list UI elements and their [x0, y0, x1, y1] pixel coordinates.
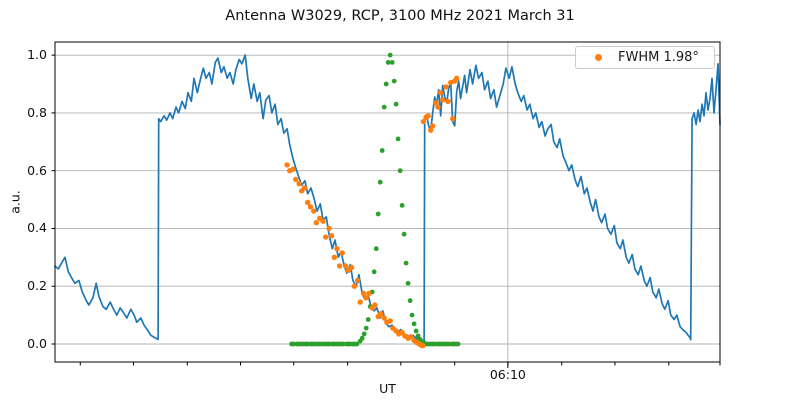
FWHM 1.98°-point	[351, 283, 357, 289]
FWHM 1.98°-point	[348, 264, 355, 271]
y-axis-label: a.u.	[7, 190, 23, 214]
FWHM 1.98°-point	[366, 290, 372, 297]
FWHM 1.98°-point	[454, 75, 460, 82]
FWHM 1.98°-point	[307, 204, 314, 210]
green-scatter-point	[373, 246, 379, 252]
FWHM 1.98°-point	[430, 123, 436, 129]
FWHM 1.98°-point	[339, 250, 345, 256]
green-scatter-point	[393, 101, 399, 107]
FWHM 1.98°-point	[290, 166, 296, 172]
green-scatter-point	[399, 203, 405, 208]
FWHM 1.98°-point	[357, 299, 363, 305]
FWHM 1.98°-point	[428, 127, 434, 133]
axes-box	[54, 41, 721, 363]
y-tick-label: 0.6	[27, 162, 47, 178]
FWHM 1.98°-point	[438, 90, 444, 96]
y-tick-label: 0.2	[27, 278, 47, 294]
FWHM 1.98°-point	[326, 225, 332, 232]
green-scatter-point	[379, 148, 385, 153]
green-scatter-point	[340, 341, 346, 347]
FWHM 1.98°-point	[420, 343, 426, 349]
FWHM 1.98°-point	[378, 311, 384, 317]
green-scatter-point	[383, 81, 389, 87]
FWHM 1.98°-point	[387, 318, 393, 324]
FWHM 1.98°-point	[425, 113, 431, 119]
green-scatter-point	[326, 341, 332, 347]
FWHM 1.98°-point	[334, 246, 340, 252]
green-scatter-point	[405, 280, 411, 286]
green-scatter-point	[391, 78, 397, 84]
FWHM 1.98°-point	[440, 97, 446, 103]
FWHM 1.98°-point	[435, 104, 441, 110]
FWHM 1.98°-point	[443, 84, 449, 90]
legend-label: FWHM 1.98°	[618, 50, 699, 65]
green-scatter-point	[365, 317, 371, 322]
green-scatter-point	[291, 341, 297, 347]
FWHM 1.98°-point	[320, 218, 326, 224]
x-tick-label: 06:10	[489, 367, 526, 382]
green-scatter-point	[387, 52, 393, 58]
y-tick-label: 0.8	[27, 104, 47, 120]
green-scatter-point	[401, 231, 407, 237]
FWHM 1.98°-point	[301, 185, 308, 191]
FWHM 1.98°-point	[363, 295, 369, 301]
green-scatter-point	[354, 341, 360, 347]
green-scatter-point	[375, 211, 381, 217]
chart-title: Antenna W3029, RCP, 3100 MHz 2021 March …	[225, 8, 575, 24]
y-tick-label: 0.4	[27, 220, 47, 236]
green-scatter-point	[389, 60, 395, 65]
FWHM 1.98°-point	[305, 199, 311, 206]
FWHM 1.98°-point	[420, 118, 427, 125]
FWHM 1.98°-point	[360, 290, 367, 297]
green-scatter-point	[361, 331, 367, 337]
green-scatter-point	[377, 179, 383, 185]
FWHM 1.98°-point	[354, 277, 361, 284]
green-scatter-point	[446, 341, 452, 347]
green-scatter-point	[432, 341, 438, 347]
green-scatter-point	[397, 168, 403, 174]
FWHM 1.98°-point	[284, 162, 290, 168]
green-scatter-point	[363, 325, 369, 331]
green-scatter-point	[403, 260, 409, 266]
green-scatter-point	[455, 341, 461, 347]
green-scatter-point	[385, 60, 391, 65]
FWHM 1.98°-point	[408, 334, 414, 340]
x-axis-label: UT	[379, 381, 396, 396]
green-scatter-point	[371, 269, 377, 275]
FWHM 1.98°-point	[328, 233, 335, 239]
green-scatter-point	[305, 341, 311, 347]
FWHM 1.98°-point	[311, 208, 317, 214]
FWHM 1.98°-point	[381, 315, 387, 321]
FWHM 1.98°-point	[331, 254, 337, 260]
blue-signal-line	[54, 54, 721, 342]
FWHM 1.98°-point	[293, 176, 299, 183]
FWHM 1.98°-point	[445, 98, 451, 105]
FWHM 1.98°-point	[313, 220, 319, 226]
FWHM 1.98°-point	[372, 302, 378, 308]
FWHM 1.98°-point	[433, 100, 439, 106]
legend: FWHM 1.98°	[575, 46, 715, 69]
FWHM 1.98°-point	[450, 116, 456, 122]
y-tick-label: 0.0	[27, 336, 47, 351]
FWHM 1.98°-point	[336, 263, 343, 269]
green-scatter-point	[409, 312, 415, 318]
green-scatter-point	[395, 136, 401, 142]
legend-marker-icon	[595, 54, 602, 61]
green-scatter-point	[407, 298, 413, 304]
green-scatter-point	[359, 335, 365, 341]
green-scatter-point	[411, 321, 417, 327]
FWHM 1.98°-point	[296, 181, 302, 187]
green-scatter-point	[415, 333, 421, 339]
y-tick-label: 1.0	[27, 47, 47, 63]
green-scatter-point	[413, 328, 419, 334]
FWHM 1.98°-point	[342, 263, 349, 269]
FWHM 1.98°-point	[323, 234, 329, 240]
green-scatter-point	[381, 104, 387, 110]
